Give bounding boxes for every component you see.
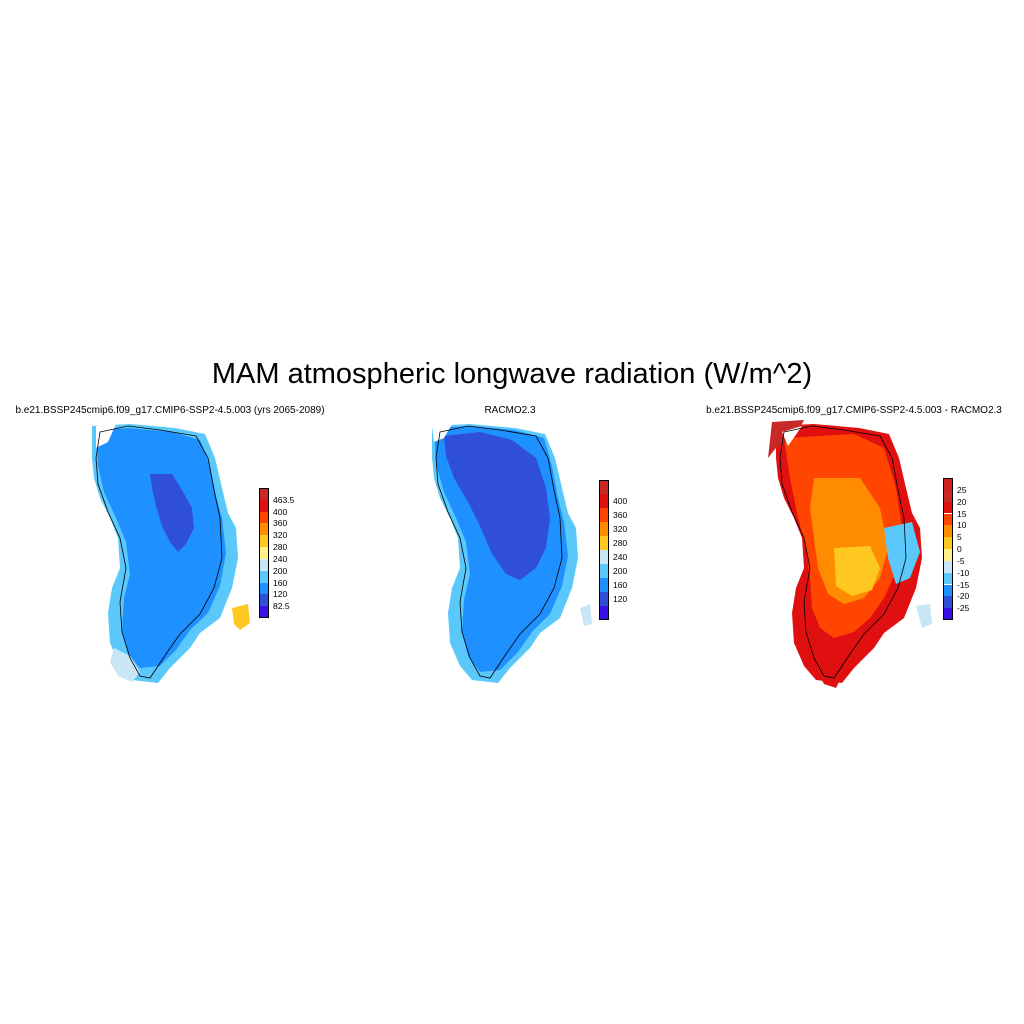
colorbar-segment (259, 547, 269, 559)
colorbar-segment (259, 594, 269, 607)
colorbar-segment (599, 494, 609, 508)
panel-title: RACMO2.3 (484, 405, 536, 416)
colorbar-segment (259, 570, 269, 583)
colorbar-label: 82.5 (273, 601, 290, 612)
panel-title: b.e21.BSSP245cmip6.f09_g17.CMIP6-SSP2-4.… (706, 405, 1002, 416)
colorbar-segment (599, 522, 609, 536)
colorbar-segment (943, 501, 953, 514)
colorbar-label: -10 (957, 567, 970, 578)
colorbar-segment (599, 592, 609, 606)
colorbar-segment (943, 513, 953, 526)
colorbar-label: 463.5 (273, 494, 295, 505)
colorbar-label: 160 (613, 580, 628, 590)
greenland-map-icon (432, 424, 592, 683)
greenland-map-icon (92, 424, 250, 683)
colorbar-frame (259, 488, 269, 618)
colorbar-segment (599, 508, 609, 522)
colorbar-segment (259, 606, 269, 618)
colorbar-segment (943, 584, 953, 597)
colorbar-segment (259, 558, 269, 571)
colorbar-label: 200 (273, 565, 288, 576)
colorbar-label: 400 (613, 496, 628, 506)
colorbar-label: 240 (613, 552, 628, 562)
colorbar-label: 360 (613, 510, 628, 520)
colorbar-label: 280 (613, 538, 628, 548)
colorbar-label: -20 (957, 591, 970, 602)
colorbar-label: -5 (957, 555, 965, 566)
colorbar-label: 120 (613, 594, 628, 604)
colorbar-label: 240 (273, 553, 288, 564)
panel-model: b.e21.BSSP245cmip6.f09_g17.CMIP6-SSP2-4.… (0, 404, 340, 704)
colorbar-frame (599, 480, 609, 620)
colorbar-segment (943, 478, 953, 490)
colorbar-segment (599, 606, 609, 620)
colorbar-label: -25 (957, 603, 970, 614)
colorbar-label: 280 (273, 542, 288, 553)
colorbar-segment (259, 535, 269, 548)
colorbar-segment (943, 489, 953, 502)
colorbar-segment (259, 499, 269, 512)
colorbar-label: 120 (273, 589, 288, 600)
colorbar-label: 0 (957, 544, 962, 554)
panel-difference: b.e21.BSSP245cmip6.f09_g17.CMIP6-SSP2-4.… (684, 404, 1024, 704)
colorbar: 400 360 320 280 240 200 160 120 (599, 480, 659, 620)
colorbar-label: 200 (613, 566, 628, 576)
panel-racmo: RACMO2.3 400 360 320 280 240 200 160 120 (340, 404, 680, 704)
colorbar-label: 320 (273, 530, 288, 541)
greenland-map-icon (768, 420, 932, 688)
colorbar-segment (943, 537, 953, 549)
colorbar-segment (599, 564, 609, 578)
colorbar: 463.5 400 360 320 280 240 200 160 120 82.5 (259, 488, 319, 618)
colorbar-segment (943, 572, 953, 585)
colorbar: 25 20 15 10 5 0 -5 -10 -15 -20 -25 (943, 478, 1003, 620)
colorbar-label: 360 (273, 518, 288, 529)
panel-title: b.e21.BSSP245cmip6.f09_g17.CMIP6-SSP2-4.… (15, 405, 325, 416)
colorbar-segment (943, 596, 953, 609)
colorbar-segment (943, 525, 953, 538)
colorbar-segment (599, 550, 609, 564)
colorbar-label: 5 (957, 532, 962, 543)
colorbar-label: 25 (957, 484, 967, 495)
colorbar-segment (259, 511, 269, 524)
colorbar-label: 20 (957, 496, 967, 507)
colorbar-label: 15 (957, 508, 967, 519)
colorbar-label: 10 (957, 520, 967, 531)
colorbar-segment (599, 480, 609, 494)
colorbar-segment (599, 578, 609, 592)
colorbar-frame (943, 478, 953, 620)
colorbar-segment (259, 582, 269, 595)
colorbar-label: 400 (273, 506, 288, 517)
colorbar-segment (259, 488, 269, 500)
colorbar-segment (943, 549, 953, 561)
main-title: MAM atmospheric longwave radiation (W/m^… (211, 358, 813, 390)
colorbar-label: -15 (957, 579, 970, 590)
colorbar-segment (599, 536, 609, 550)
colorbar-segment (943, 608, 953, 620)
colorbar-label: 160 (273, 577, 288, 588)
colorbar-segment (259, 523, 269, 536)
colorbar-label: 320 (613, 524, 628, 534)
colorbar-segment (943, 560, 953, 573)
